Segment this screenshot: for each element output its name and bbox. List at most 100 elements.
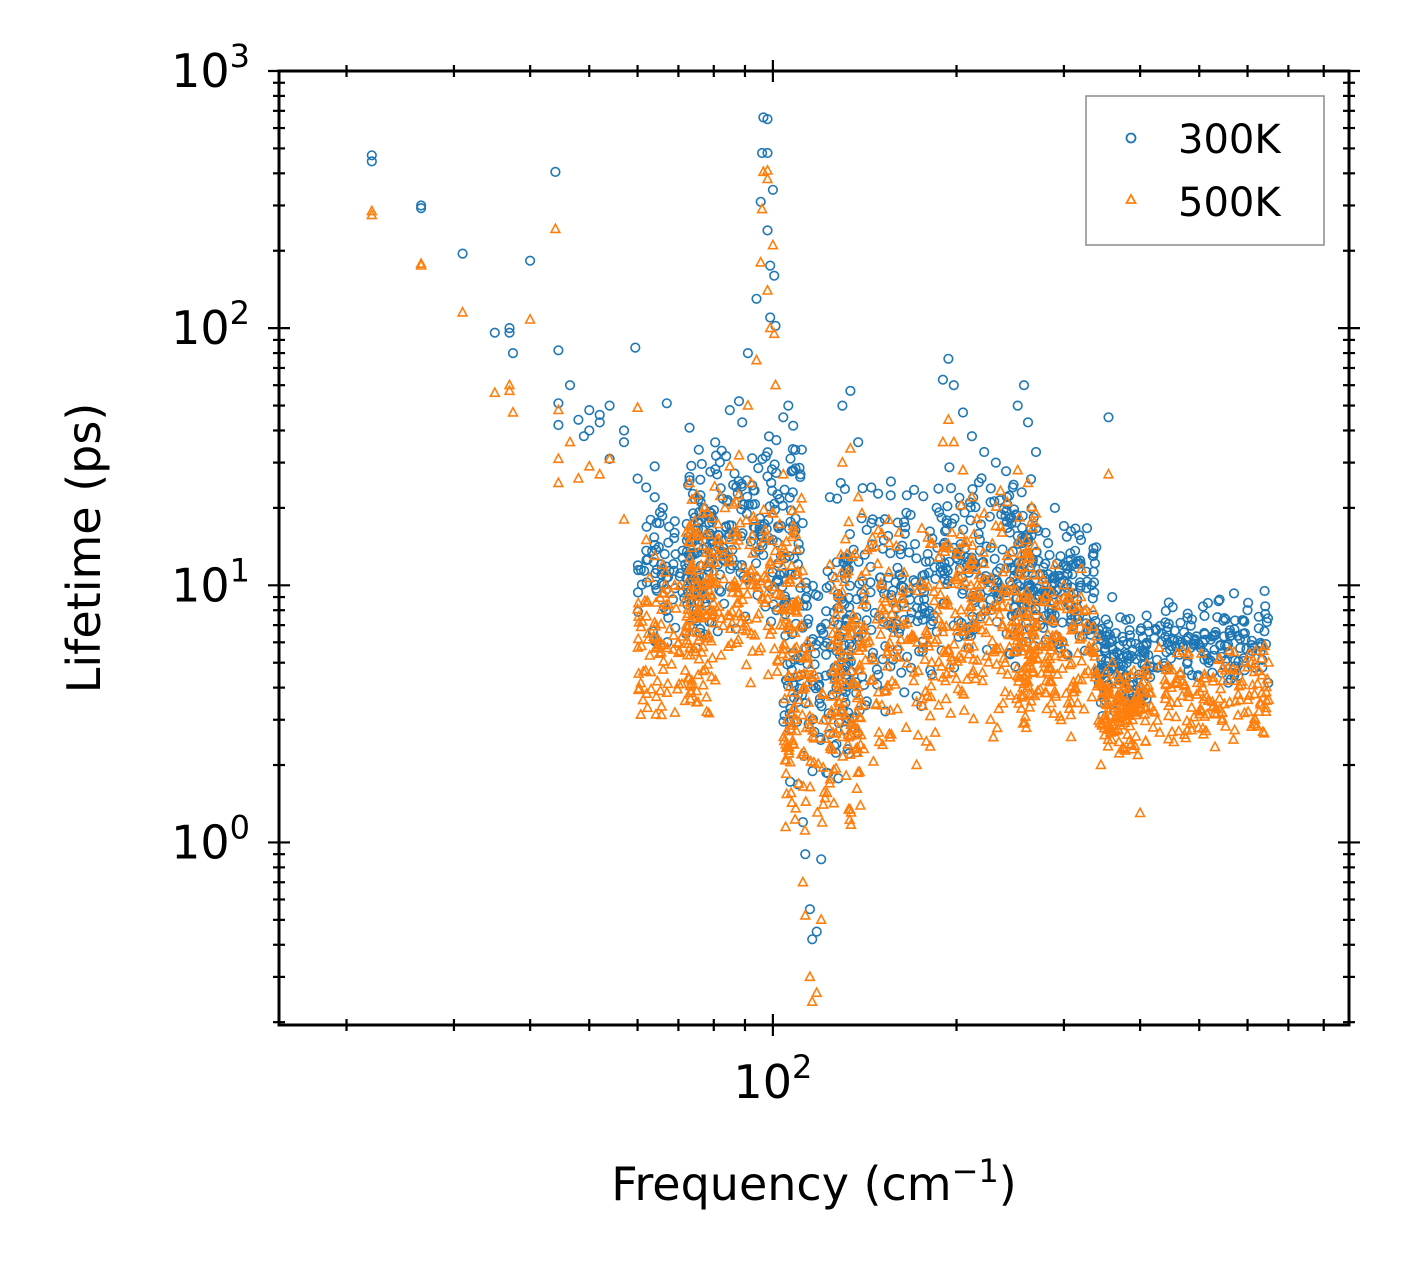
- point-500k: [1153, 641, 1165, 652]
- point-500k: [1216, 706, 1228, 717]
- point-300k: [901, 490, 912, 501]
- point-500k: [976, 674, 989, 686]
- point-500k: [940, 620, 952, 631]
- point-500k: [925, 656, 938, 667]
- point-500k: [783, 617, 795, 628]
- point-500k: [761, 284, 774, 295]
- point-500k: [641, 701, 654, 713]
- point-300k: [1124, 630, 1135, 641]
- point-500k: [671, 682, 684, 694]
- point-500k: [853, 663, 865, 675]
- point-500k: [1192, 721, 1205, 732]
- point-500k: [961, 673, 973, 684]
- point-500k: [692, 563, 704, 575]
- point-500k: [987, 580, 1000, 592]
- point-500k: [680, 576, 693, 588]
- point-500k: [861, 543, 873, 555]
- point-300k: [1208, 630, 1220, 642]
- point-500k: [766, 534, 778, 546]
- point-500k: [572, 472, 585, 483]
- point-500k: [702, 627, 715, 639]
- point-500k: [632, 641, 644, 652]
- point-500k: [985, 571, 997, 583]
- point-500k: [844, 748, 856, 759]
- point-500k: [1075, 562, 1088, 574]
- point-500k: [935, 660, 948, 671]
- point-500k: [799, 824, 811, 835]
- point-300k: [1109, 663, 1120, 674]
- point-500k: [1216, 661, 1229, 673]
- point-500k: [982, 655, 995, 667]
- point-500k: [768, 642, 781, 654]
- point-300k: [1058, 520, 1069, 532]
- point-300k: [856, 513, 867, 524]
- point-300k: [1032, 583, 1044, 594]
- point-500k: [840, 769, 852, 780]
- point-500k: [804, 970, 816, 982]
- point-500k: [817, 798, 830, 809]
- point-300k: [550, 166, 561, 177]
- point-300k: [1044, 549, 1055, 561]
- point-500k: [1082, 664, 1094, 676]
- point-500k: [804, 661, 817, 672]
- point-300k: [908, 484, 920, 496]
- point-300k: [714, 457, 726, 468]
- point-500k: [777, 730, 790, 742]
- point-500k: [1028, 604, 1041, 615]
- point-300k: [821, 582, 832, 593]
- point-500k: [1166, 725, 1178, 737]
- point-500k: [955, 578, 967, 589]
- point-300k: [1160, 605, 1171, 617]
- point-300k: [584, 405, 595, 416]
- point-500k: [415, 259, 427, 270]
- point-500k: [853, 644, 865, 655]
- point-500k: [1128, 705, 1141, 716]
- point-500k: [717, 619, 729, 631]
- point-500k: [990, 519, 1002, 531]
- point-500k: [632, 667, 645, 678]
- point-500k: [1169, 677, 1182, 689]
- point-500k: [1250, 644, 1262, 656]
- point-500k: [1030, 507, 1042, 518]
- legend-marker-500k: [1124, 193, 1138, 204]
- point-500k: [711, 577, 723, 589]
- point-300k: [641, 482, 652, 493]
- point-300k: [651, 564, 663, 575]
- point-500k: [856, 598, 869, 609]
- legend: 300K 500K: [1085, 95, 1325, 246]
- point-500k: [690, 488, 703, 500]
- point-300k: [1161, 626, 1172, 637]
- point-500k: [1039, 589, 1051, 601]
- point-500k: [683, 535, 695, 546]
- point-300k: [1199, 610, 1210, 622]
- point-500k: [1113, 746, 1125, 758]
- point-500k: [603, 452, 616, 464]
- point-500k: [858, 583, 871, 595]
- point-500k: [967, 664, 979, 676]
- point-500k: [524, 313, 536, 324]
- point-500k: [648, 616, 661, 627]
- point-500k: [684, 551, 696, 563]
- point-300k: [1008, 479, 1019, 490]
- point-500k: [713, 606, 725, 617]
- point-500k: [1020, 533, 1033, 545]
- point-500k: [960, 563, 972, 574]
- point-500k: [839, 714, 852, 726]
- point-300k: [1012, 400, 1023, 411]
- point-500k: [869, 539, 882, 551]
- point-500k: [1084, 644, 1096, 656]
- point-300k: [1143, 649, 1154, 661]
- point-500k: [1078, 702, 1090, 714]
- point-300k: [769, 459, 780, 470]
- point-500k: [642, 596, 654, 607]
- point-500k: [1111, 677, 1123, 689]
- point-300k: [1235, 642, 1246, 654]
- point-500k: [1060, 687, 1072, 698]
- point-500k: [993, 702, 1005, 714]
- point-500k: [366, 208, 378, 220]
- point-500k: [937, 435, 949, 447]
- point-500k: [835, 705, 847, 716]
- point-500k: [1120, 714, 1133, 725]
- point-500k: [1089, 667, 1102, 679]
- point-500k: [800, 795, 812, 806]
